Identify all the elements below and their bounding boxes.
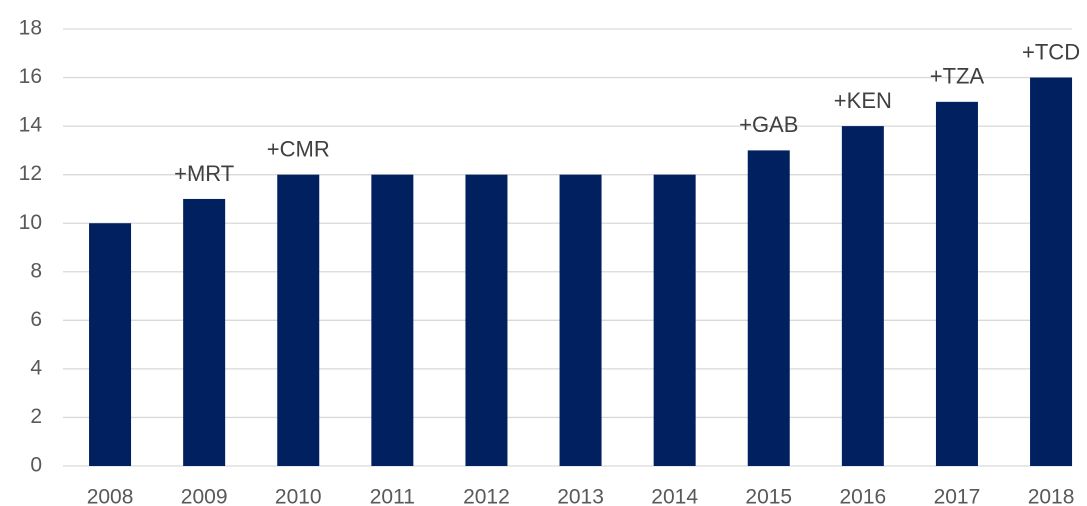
y-tick-label: 4 <box>30 356 42 379</box>
x-tick-label: 2015 <box>745 486 792 506</box>
y-tick-label: 16 <box>19 65 42 88</box>
x-tick-label: 2010 <box>275 486 322 506</box>
bar <box>1030 77 1073 467</box>
bar <box>559 174 602 466</box>
bar <box>747 150 790 466</box>
bar <box>89 223 132 466</box>
annotation: +CMR <box>267 136 330 161</box>
x-tick-label: 2016 <box>839 486 886 506</box>
annotation: +TZA <box>930 64 985 89</box>
y-tick-label: 12 <box>19 162 42 185</box>
y-tick-label: 6 <box>30 308 42 331</box>
x-tick-label: 2008 <box>87 486 134 506</box>
x-tick-label: 2017 <box>934 486 981 506</box>
x-tick-label: 2009 <box>181 486 228 506</box>
bar <box>841 126 884 466</box>
y-tick-label: 18 <box>19 17 42 40</box>
y-tick-label: 0 <box>30 454 42 477</box>
y-tick-label: 2 <box>30 405 42 428</box>
x-tick-label: 2014 <box>651 486 698 506</box>
bar <box>465 174 508 466</box>
bar <box>935 101 978 466</box>
annotation: +GAB <box>739 112 798 137</box>
bar <box>371 174 414 466</box>
x-tick-label: 2012 <box>463 486 510 506</box>
annotation: +KEN <box>834 88 892 113</box>
y-tick-label: 10 <box>19 211 42 234</box>
y-tick-label: 8 <box>30 259 42 282</box>
bar <box>183 198 226 466</box>
x-tick-label: 2011 <box>370 486 415 506</box>
y-tick-label: 14 <box>19 114 43 137</box>
bar <box>277 174 320 466</box>
annotation: +TCD <box>1022 39 1080 64</box>
x-tick-label: 2013 <box>557 486 604 506</box>
annotation: +MRT <box>174 161 234 186</box>
bar <box>653 174 696 466</box>
x-tick-label: 2018 <box>1028 486 1075 506</box>
